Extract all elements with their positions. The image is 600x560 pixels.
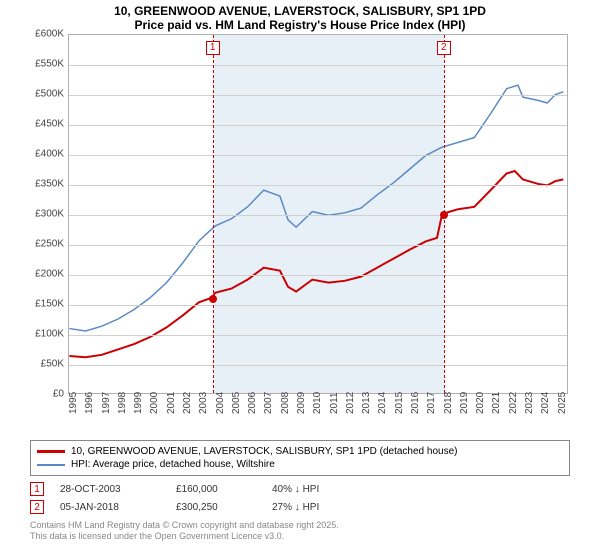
marker-dot bbox=[440, 211, 448, 219]
y-axis-label: £300K bbox=[20, 209, 64, 220]
legend-item-hpi: HPI: Average price, detached house, Wilt… bbox=[37, 458, 563, 471]
attribution-line: Contains HM Land Registry data © Crown c… bbox=[30, 520, 570, 531]
sale-marker-icon: 2 bbox=[30, 500, 44, 514]
sale-marker-icon: 1 bbox=[30, 482, 44, 496]
x-axis-label: 2001 bbox=[166, 392, 177, 414]
x-axis-label: 1995 bbox=[68, 392, 79, 414]
x-axis-label: 2014 bbox=[377, 392, 388, 414]
attribution: Contains HM Land Registry data © Crown c… bbox=[30, 520, 570, 542]
x-axis-label: 2003 bbox=[198, 392, 209, 414]
sale-annotations: 1 28-OCT-2003 £160,000 40% ↓ HPI 2 05-JA… bbox=[30, 480, 570, 516]
x-axis-label: 2024 bbox=[540, 392, 551, 414]
marker-label: 2 bbox=[437, 41, 451, 55]
legend-item-price: 10, GREENWOOD AVENUE, LAVERSTOCK, SALISB… bbox=[37, 445, 563, 458]
legend: 10, GREENWOOD AVENUE, LAVERSTOCK, SALISB… bbox=[30, 440, 570, 476]
sale-row: 2 05-JAN-2018 £300,250 27% ↓ HPI bbox=[30, 498, 570, 516]
chart-title: 10, GREENWOOD AVENUE, LAVERSTOCK, SALISB… bbox=[0, 0, 600, 34]
sale-date: 28-OCT-2003 bbox=[60, 484, 160, 495]
legend-swatch bbox=[37, 450, 65, 453]
sale-date: 05-JAN-2018 bbox=[60, 502, 160, 513]
y-axis-label: £600K bbox=[20, 29, 64, 40]
y-axis-label: £350K bbox=[20, 179, 64, 190]
series-hpi bbox=[69, 85, 563, 331]
legend-swatch bbox=[37, 464, 65, 466]
sale-row: 1 28-OCT-2003 £160,000 40% ↓ HPI bbox=[30, 480, 570, 498]
series-price_paid bbox=[69, 171, 563, 357]
x-axis-label: 2010 bbox=[312, 392, 323, 414]
y-axis-label: £150K bbox=[20, 299, 64, 310]
attribution-line: This data is licensed under the Open Gov… bbox=[30, 531, 570, 542]
x-axis-label: 1998 bbox=[117, 392, 128, 414]
y-axis-label: £200K bbox=[20, 269, 64, 280]
x-axis-label: 2025 bbox=[557, 392, 568, 414]
x-axis-label: 2009 bbox=[296, 392, 307, 414]
x-axis-label: 2006 bbox=[247, 392, 258, 414]
x-axis-label: 2000 bbox=[149, 392, 160, 414]
marker-dot bbox=[209, 295, 217, 303]
x-axis-label: 2011 bbox=[329, 392, 340, 414]
x-axis-label: 2007 bbox=[263, 392, 274, 414]
x-axis-label: 2015 bbox=[394, 392, 405, 414]
x-axis-label: 2013 bbox=[361, 392, 372, 414]
y-axis-label: £500K bbox=[20, 89, 64, 100]
legend-label: HPI: Average price, detached house, Wilt… bbox=[71, 459, 275, 470]
x-axis-label: 1999 bbox=[133, 392, 144, 414]
title-line-2: Price paid vs. HM Land Registry's House … bbox=[0, 18, 600, 32]
x-axis-label: 2002 bbox=[182, 392, 193, 414]
x-axis-label: 2023 bbox=[524, 392, 535, 414]
y-axis-label: £550K bbox=[20, 59, 64, 70]
sale-delta: 40% ↓ HPI bbox=[272, 484, 362, 495]
x-axis-label: 2022 bbox=[508, 392, 519, 414]
x-axis-label: 2020 bbox=[475, 392, 486, 414]
marker-guideline bbox=[213, 35, 214, 393]
x-axis-label: 2018 bbox=[443, 392, 454, 414]
x-axis-label: 2017 bbox=[426, 392, 437, 414]
x-axis-label: 1997 bbox=[101, 392, 112, 414]
legend-label: 10, GREENWOOD AVENUE, LAVERSTOCK, SALISB… bbox=[71, 446, 457, 457]
y-axis-label: £450K bbox=[20, 119, 64, 130]
y-axis-label: £50K bbox=[20, 359, 64, 370]
y-axis-label: £250K bbox=[20, 239, 64, 250]
sale-price: £300,250 bbox=[176, 502, 256, 513]
x-axis-label: 2012 bbox=[345, 392, 356, 414]
y-axis-label: £100K bbox=[20, 329, 64, 340]
x-axis-label: 1996 bbox=[84, 392, 95, 414]
sale-price: £160,000 bbox=[176, 484, 256, 495]
plot-area: 12 bbox=[68, 34, 568, 394]
marker-label: 1 bbox=[206, 41, 220, 55]
y-axis-label: £0 bbox=[20, 389, 64, 400]
x-axis-label: 2019 bbox=[459, 392, 470, 414]
sale-delta: 27% ↓ HPI bbox=[272, 502, 362, 513]
series-lines bbox=[69, 35, 567, 393]
title-line-1: 10, GREENWOOD AVENUE, LAVERSTOCK, SALISB… bbox=[0, 4, 600, 18]
x-axis-label: 2021 bbox=[491, 392, 502, 414]
x-axis-label: 2004 bbox=[215, 392, 226, 414]
y-axis-label: £400K bbox=[20, 149, 64, 160]
x-axis-label: 2016 bbox=[410, 392, 421, 414]
x-axis-label: 2005 bbox=[231, 392, 242, 414]
x-axis-label: 2008 bbox=[280, 392, 291, 414]
chart: 12 £0£50K£100K£150K£200K£250K£300K£350K£… bbox=[20, 34, 580, 434]
